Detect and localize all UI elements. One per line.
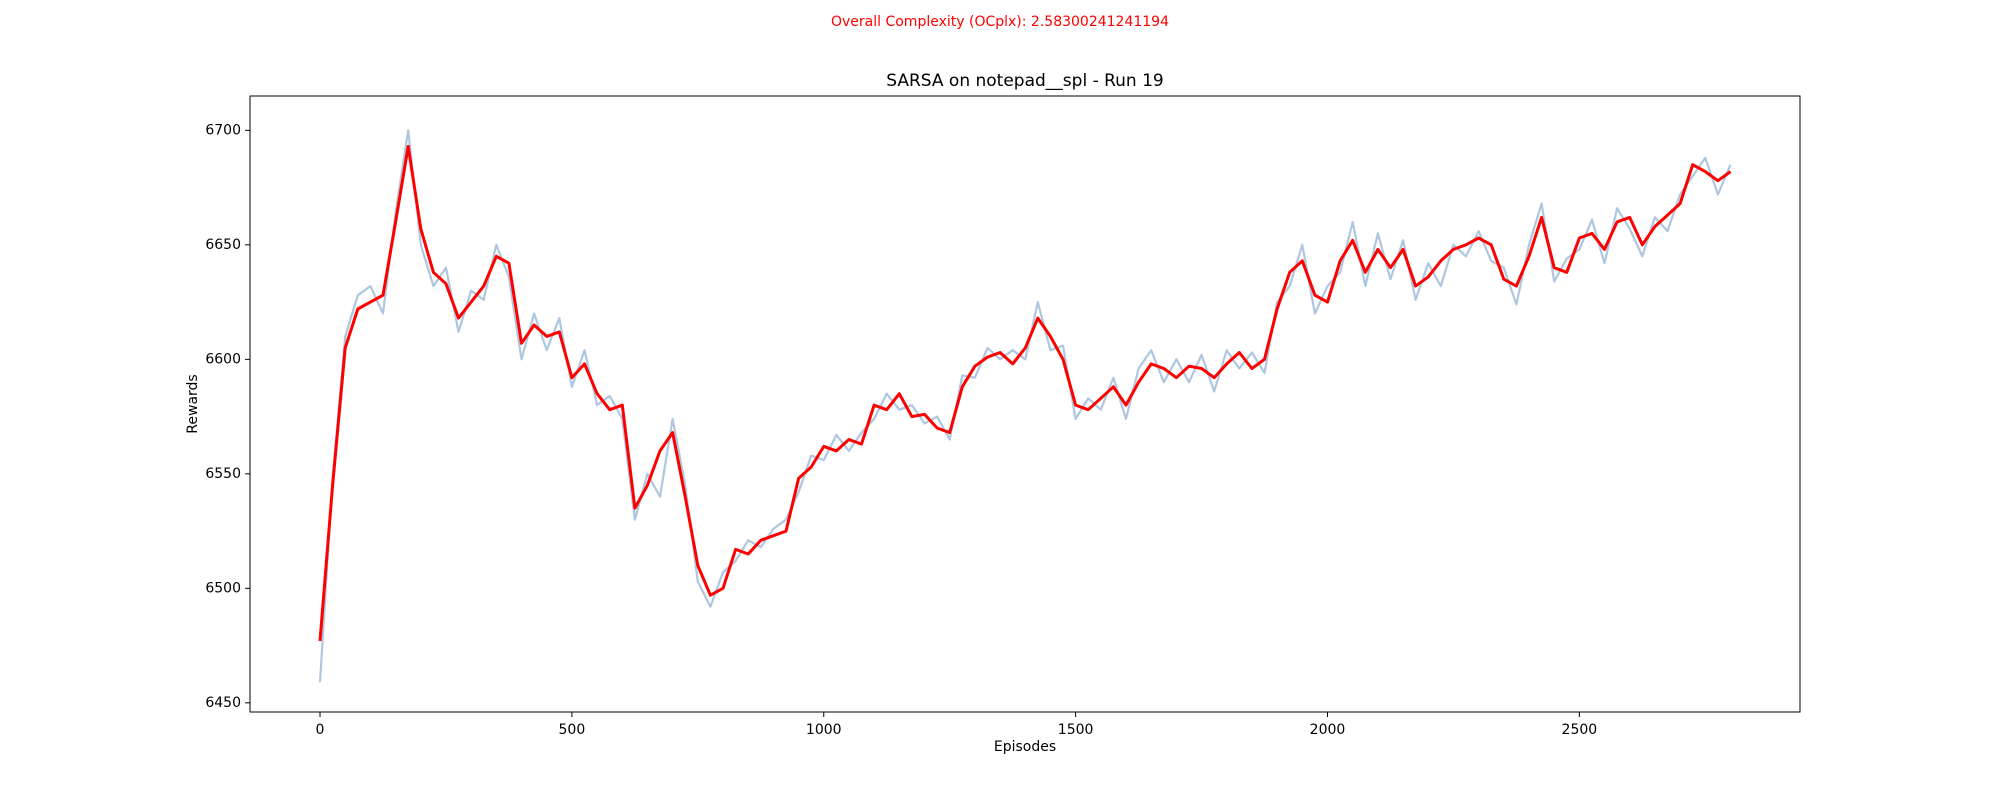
- x-tick-label: 1500: [1058, 722, 1094, 738]
- x-tick-label: 2500: [1562, 722, 1598, 738]
- y-tick-label: 6500: [205, 580, 241, 596]
- suptitle: Overall Complexity (OCplx): 2.5830024124…: [831, 14, 1169, 30]
- y-axis-label: Rewards: [185, 374, 201, 433]
- x-tick-label: 2000: [1310, 722, 1346, 738]
- x-axis-label: Episodes: [994, 739, 1056, 755]
- y-tick-label: 6600: [205, 351, 241, 367]
- line-series: [318, 144, 1732, 642]
- chart-title: SARSA on notepad__spl - Run 19: [886, 71, 1164, 91]
- y-tick-label: 6650: [205, 237, 241, 253]
- line-series: [318, 129, 1732, 683]
- plot-frame: [249, 95, 1801, 713]
- x-tick-label: 500: [559, 722, 586, 738]
- x-tick-label: 0: [316, 722, 325, 738]
- y-tick-label: 6550: [205, 466, 241, 482]
- x-tick-label: 1000: [806, 722, 842, 738]
- y-tick-label: 6450: [205, 695, 241, 711]
- y-tick-label: 6700: [205, 122, 241, 138]
